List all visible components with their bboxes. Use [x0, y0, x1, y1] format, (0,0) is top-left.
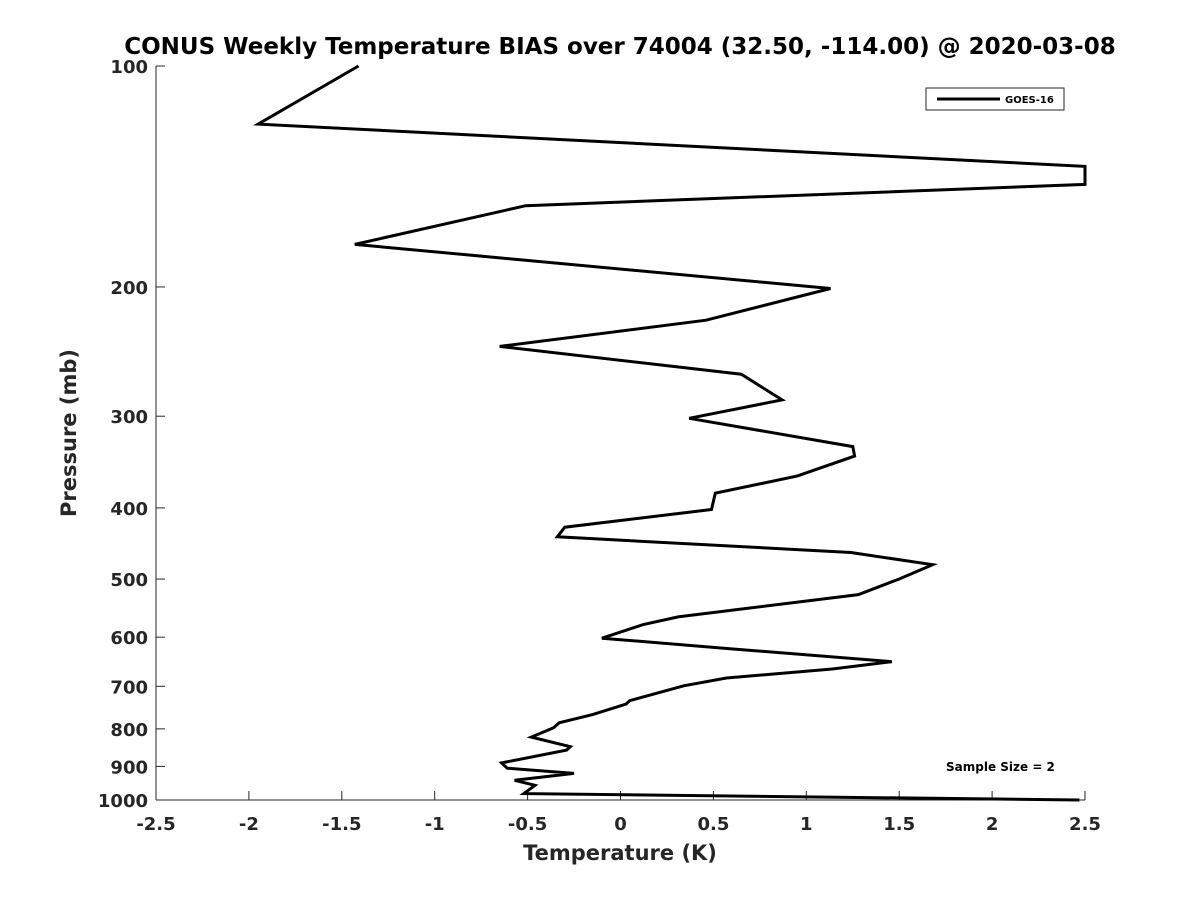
x-tick-label: 2 [986, 814, 999, 835]
y-tick-label: 600 [110, 628, 148, 649]
series-line-goes16 [253, 64, 1087, 802]
legend-entry-goes16: GOES-16 [1005, 95, 1054, 106]
y-tick-label: 900 [110, 757, 148, 778]
sample-size-annotation: Sample Size = 2 [946, 760, 1055, 774]
y-tick-label: 300 [110, 407, 148, 428]
x-tick-label: -1 [425, 814, 445, 835]
x-tick-label: 0 [614, 814, 627, 835]
y-tick-label: 400 [110, 499, 148, 520]
y-tick-label: 200 [110, 278, 148, 299]
x-tick-label: 0.5 [697, 814, 729, 835]
y-axis-label: Pressure (mb) [57, 349, 81, 517]
x-tick-label: -0.5 [508, 814, 547, 835]
y-tick-label: 800 [110, 720, 148, 741]
x-tick-label: 1 [800, 814, 813, 835]
y-tick-label: 100 [110, 57, 148, 78]
x-tick-label: 1.5 [883, 814, 915, 835]
series-layer [253, 64, 1087, 802]
x-tick-label: -2.5 [136, 814, 175, 835]
y-tick-label: 500 [110, 570, 148, 591]
x-tick-label: -1.5 [322, 814, 361, 835]
x-tick-label: -2 [239, 814, 259, 835]
legend: GOES-16 [925, 87, 1065, 111]
y-tick-label: 700 [110, 677, 148, 698]
plot-axes: -2.5 -2 -1.5 -1 -0.5 0 0.5 1 1.5 2 2.5 100 200 300 400… [98, 57, 1101, 835]
y-tick-label: 1000 [98, 791, 148, 812]
x-tick-label: 2.5 [1069, 814, 1101, 835]
x-axis-label: Temperature (K) [523, 841, 717, 865]
chart-title: CONUS Weekly Temperature BIAS over 74004… [124, 34, 1115, 60]
